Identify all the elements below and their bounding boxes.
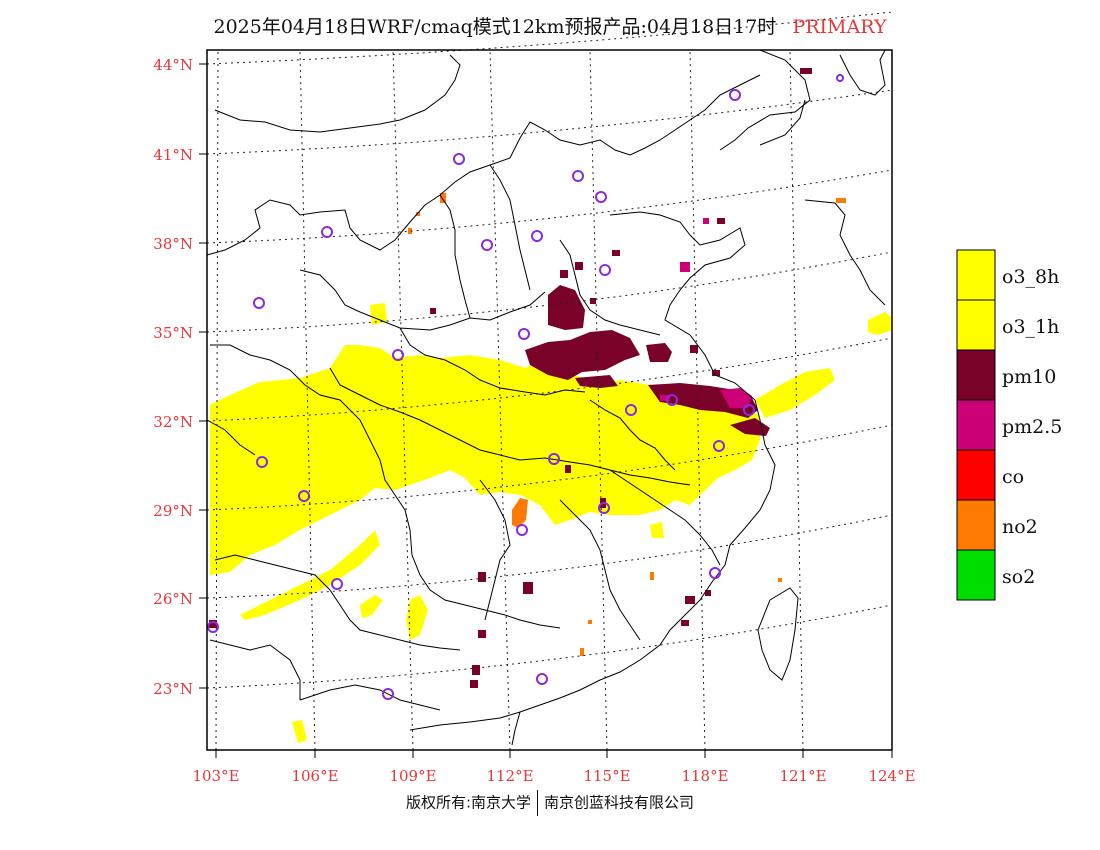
legend-swatch-pm10 — [956, 349, 996, 401]
copyright-left: 版权所有:南京大学 — [405, 793, 532, 812]
copyright-right: 南京创蓝科技有限公司 — [544, 793, 695, 812]
legend-swatch-co — [956, 449, 996, 501]
lat-label: 23°N — [153, 680, 193, 698]
primary-label: PRIMARY — [792, 16, 887, 38]
legend-swatch-no2 — [956, 499, 996, 551]
legend-label-pm25: pm2.5 — [1002, 416, 1062, 438]
legend-swatch-o3-8h — [956, 249, 996, 301]
lat-label: 29°N — [153, 502, 193, 520]
legend-swatch-pm25 — [956, 399, 996, 451]
lon-label: 118°E — [681, 767, 728, 785]
lat-label: 26°N — [153, 590, 193, 608]
plot-frame — [206, 49, 893, 751]
copyright-footer: 版权所有:南京大学 南京创蓝科技有限公司 — [0, 790, 1100, 816]
legend-swatch-o3-1h — [956, 299, 996, 351]
lat-label: 32°N — [153, 413, 193, 431]
lon-label: 109°E — [389, 767, 436, 785]
ticks — [199, 63, 893, 758]
o3-field — [210, 303, 892, 743]
lat-label: 38°N — [153, 235, 193, 253]
lat-label: 41°N — [153, 146, 193, 164]
legend-label-o3-1h: o3_1h — [1002, 316, 1059, 338]
lat-label: 35°N — [153, 324, 193, 342]
lon-label: 121°E — [779, 767, 826, 785]
footer-separator — [537, 790, 539, 816]
legend-label-co: co — [1002, 466, 1024, 488]
legend-label-pm10: pm10 — [1002, 366, 1056, 388]
legend-swatch-so2 — [956, 549, 996, 601]
lat-label: 44°N — [153, 56, 193, 74]
pm25-field — [660, 218, 752, 408]
lon-label: 112°E — [486, 767, 533, 785]
lon-label: 124°E — [868, 767, 915, 785]
lon-label: 115°E — [583, 767, 630, 785]
legend: o3_8h o3_1h pm10 pm2.5 co no2 so2 — [956, 249, 1062, 601]
legend-label-no2: no2 — [1002, 516, 1038, 538]
lon-label: 106°E — [291, 767, 338, 785]
map-title: 2025年04月18日WRF/cmaq模式12km预报产品:04月18日17时 … — [0, 12, 1100, 39]
title-text: 2025年04月18日WRF/cmaq模式12km预报产品:04月18日17时 — [213, 16, 777, 38]
lon-label: 103°E — [192, 767, 239, 785]
legend-label-o3-8h: o3_8h — [1002, 266, 1059, 288]
graticule — [206, 11, 893, 751]
legend-label-so2: so2 — [1002, 566, 1035, 588]
station-markers — [207, 74, 844, 700]
lat-labels: 44°N 41°N 38°N 35°N 32°N 29°N 26°N 23°N — [153, 56, 193, 698]
boundaries — [206, 49, 886, 746]
lon-labels: 103°E 106°E 109°E 112°E 115°E 118°E 121°… — [192, 767, 915, 785]
no2-field — [408, 193, 846, 656]
